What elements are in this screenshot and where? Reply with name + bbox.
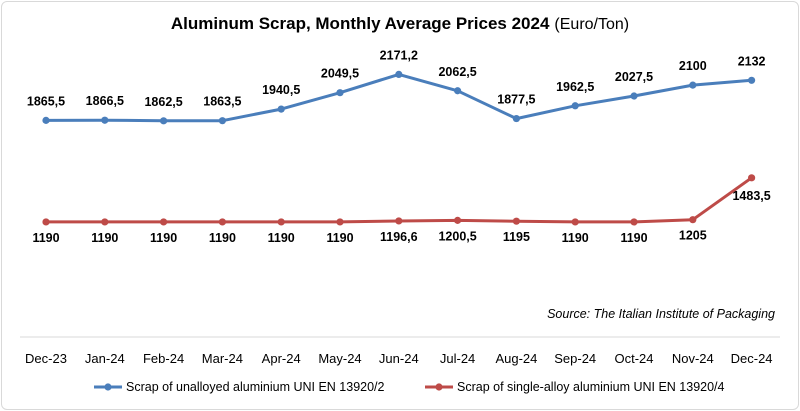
series-1-point — [218, 117, 226, 125]
category-tick-label: Oct-24 — [614, 351, 653, 366]
series-2-data-label: 1195 — [503, 230, 530, 244]
source-note: Source: The Italian Institute of Packagi… — [547, 307, 775, 321]
series-2-data-label: 1190 — [209, 231, 236, 245]
category-tick-label: Mar-24 — [202, 351, 243, 366]
series-2-data-label: 1190 — [150, 231, 177, 245]
series-2-data-label: 1190 — [562, 231, 589, 245]
series-1-data-label: 1862,5 — [144, 95, 182, 109]
series-1-data-label: 2171,2 — [380, 48, 418, 62]
series-2-point — [454, 216, 462, 224]
series-2-data-label: 1190 — [91, 231, 118, 245]
legend-label: Scrap of unalloyed aluminium UNI EN 1392… — [126, 380, 385, 394]
category-tick-label: Sep-24 — [554, 351, 596, 366]
series-1-data-label: 2132 — [738, 54, 766, 68]
category-tick-label: Jul-24 — [440, 351, 475, 366]
series-1-data-label: 1940,5 — [262, 83, 300, 97]
legend-entry-1: Scrap of unalloyed aluminium UNI EN 1392… — [94, 380, 385, 394]
series-2-data-label: 1205 — [679, 229, 707, 243]
series-1-data-label: 2049,5 — [321, 67, 359, 81]
series-1-point — [630, 92, 638, 100]
legend-marker-swatch — [435, 383, 443, 391]
series-1-point — [336, 89, 344, 97]
legend-marker-swatch — [104, 383, 112, 391]
series-1-data-label: 2027,5 — [615, 70, 653, 84]
category-tick-label: Aug-24 — [495, 351, 537, 366]
series-1-point — [454, 87, 462, 95]
series-2-data-label: 1483,5 — [732, 189, 770, 203]
series-2-point — [218, 218, 226, 226]
series-2-data-label: 1190 — [326, 231, 353, 245]
category-tick-label: Jun-24 — [379, 351, 419, 366]
series-2-point — [336, 218, 344, 226]
series-2-point — [630, 218, 638, 226]
chart-title: Aluminum Scrap, Monthly Average Prices 2… — [171, 14, 629, 33]
series-2-point — [101, 218, 109, 226]
series-1-data-label: 1962,5 — [556, 80, 594, 94]
series-1-data-label: 1865,5 — [27, 94, 65, 108]
series-1-data-label: 2100 — [679, 59, 707, 73]
legend: Scrap of unalloyed aluminium UNI EN 1392… — [94, 380, 725, 394]
series-2-point — [160, 218, 168, 226]
series-1-data-label: 2062,5 — [438, 65, 476, 79]
category-tick-label: Apr-24 — [262, 351, 301, 366]
series-1-point — [689, 81, 697, 89]
series-2-data-label: 1200,5 — [438, 229, 476, 243]
series-1-point — [512, 114, 521, 123]
series-1-point — [42, 116, 50, 124]
series-1-data-label: 1877,5 — [497, 93, 535, 107]
series-2-point — [571, 218, 579, 226]
series-2-point — [689, 216, 697, 224]
series-2-point — [42, 218, 50, 226]
series-2-point — [512, 217, 521, 225]
category-tick-label: Jan-24 — [85, 351, 125, 366]
series-2-line — [46, 176, 753, 224]
data-labels-layer: 1865,5 1866,5 1862,5 1863,5 1940,5 2049,5 2171… — [27, 48, 771, 245]
series-1-data-label: 1866,5 — [86, 94, 124, 108]
category-tick-label: Dec-24 — [731, 351, 773, 366]
category-tick-label: Dec-23 — [25, 351, 67, 366]
series-2-data-label: 1190 — [620, 231, 647, 245]
series-2-data-label: 1196,6 — [380, 230, 418, 244]
series-1-data-label: 1863,5 — [203, 95, 241, 109]
series-2-point — [277, 218, 285, 226]
series-layer — [42, 70, 756, 226]
category-tick-label: May-24 — [318, 351, 361, 366]
series-1-point — [101, 116, 109, 124]
series-1-point — [571, 102, 579, 110]
series-1-point — [748, 76, 756, 84]
series-2-point — [395, 217, 403, 225]
category-tick-label: Nov-24 — [672, 351, 714, 366]
category-ticks: Dec-23 Jan-24 Feb-24 Mar-24 Apr-24 May-24 Jun-… — [25, 351, 773, 366]
series-2-data-label: 1190 — [268, 231, 295, 245]
series-2-point — [748, 174, 756, 182]
series-1-point — [160, 117, 168, 125]
series-1-point — [277, 105, 285, 113]
series-2-data-label: 1190 — [32, 231, 59, 245]
series-1-point — [395, 70, 403, 79]
category-tick-label: Feb-24 — [143, 351, 184, 366]
legend-entry-2: Scrap of single-alloy aluminium UNI EN 1… — [425, 380, 725, 394]
legend-label: Scrap of single-alloy aluminium UNI EN 1… — [457, 380, 725, 394]
